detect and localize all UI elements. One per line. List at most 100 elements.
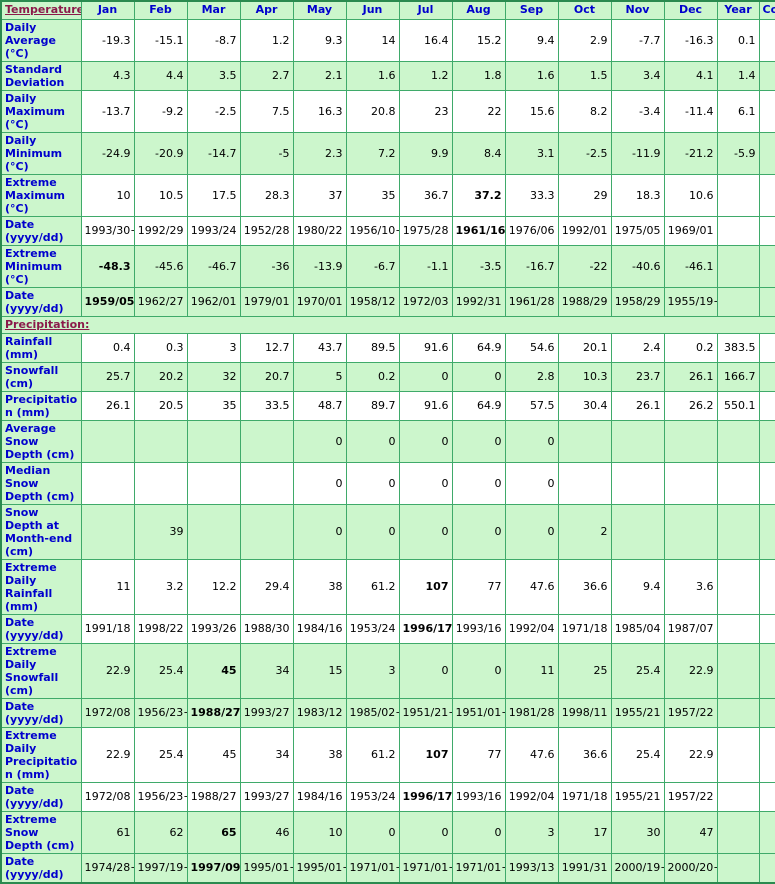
cell-daily-maximum-c-dec: -11.4	[663, 89, 718, 133]
cell-date-yyyy-dd-apr: 1995/01+	[239, 852, 294, 883]
cell-daily-maximum-c-mar: -2.5	[186, 89, 241, 133]
cell-snowfall-cm-apr: 20.7	[239, 361, 294, 392]
cell-date-yyyy-dd-jan: 1972/08	[80, 781, 135, 812]
cell-daily-maximum-c-may: 16.3	[292, 89, 347, 133]
cell-average-snow-depth-cm-mar	[186, 419, 241, 463]
section-header-temperature: Temperature:	[0, 0, 82, 20]
cell-daily-average-c-year: 0.1	[716, 18, 760, 62]
cell-date-yyyy-dd-jul: 1971/01+	[398, 852, 453, 883]
cell-median-snow-depth-cm-mar	[186, 461, 241, 505]
cell-date-yyyy-dd-jul: 1975/28	[398, 215, 453, 246]
cell-date-yyyy-dd-jan: 1974/28+	[80, 852, 135, 883]
table-row: Date (yyyy/dd) 1993/30+ 1992/29 1993/24 1952…	[0, 215, 775, 246]
cell-date-yyyy-dd-apr: 1993/27	[239, 781, 294, 812]
cell-snow-depth-at-month-end-cm-mar	[186, 503, 241, 560]
cell-extreme-snow-depth-cm-jul: 0	[398, 810, 453, 854]
cell-date-yyyy-dd-may: 1984/16	[292, 781, 347, 812]
cell-date-yyyy-dd-feb: 1956/23+	[133, 781, 188, 812]
cell-daily-maximum-c-jul: 23	[398, 89, 453, 133]
cell-standard-deviation-code: A	[758, 60, 775, 91]
row-label-rainfall-mm: Rainfall (mm)	[0, 332, 82, 363]
cell-date-yyyy-dd-mar: 1993/24	[186, 215, 241, 246]
cell-precipitation-mm-mar: 35	[186, 390, 241, 421]
cell-extreme-maximum-c-jun: 35	[345, 173, 400, 217]
cell-extreme-daily-snowfall-cm-feb: 25.4	[133, 642, 188, 699]
cell-average-snow-depth-cm-may: 0	[292, 419, 347, 463]
cell-date-yyyy-dd-jul: 1972/03	[398, 286, 453, 317]
cell-snow-depth-at-month-end-cm-may: 0	[292, 503, 347, 560]
cell-extreme-daily-precipitation-mm-jul: 107	[398, 726, 453, 783]
cell-median-snow-depth-cm-year	[716, 461, 760, 505]
section-row-precipitation: Precipitation:	[0, 315, 775, 334]
cell-median-snow-depth-cm-apr	[239, 461, 294, 505]
cell-extreme-snow-depth-cm-may: 10	[292, 810, 347, 854]
cell-rainfall-mm-sep: 54.6	[504, 332, 559, 363]
cell-extreme-daily-snowfall-cm-jul: 0	[398, 642, 453, 699]
table-row: Average Snow Depth (cm)00000D	[0, 419, 775, 463]
cell-snowfall-cm-jul: 0	[398, 361, 453, 392]
cell-snowfall-cm-may: 5	[292, 361, 347, 392]
table-row: Date (yyyy/dd) 1972/08 1956/23+ 1988/27 1993…	[0, 781, 775, 812]
cell-daily-minimum-c-code: A	[758, 131, 775, 175]
column-header-code: Code	[758, 0, 775, 20]
cell-extreme-minimum-c-jun: -6.7	[345, 244, 400, 288]
cell-daily-minimum-c-dec: -21.2	[663, 131, 718, 175]
cell-precipitation-mm-jul: 91.6	[398, 390, 453, 421]
cell-date-yyyy-dd-nov: 1958/29	[610, 286, 665, 317]
cell-daily-average-c-sep: 9.4	[504, 18, 559, 62]
cell-extreme-snow-depth-cm-oct: 17	[557, 810, 612, 854]
cell-date-yyyy-dd-mar: 1962/01	[186, 286, 241, 317]
cell-daily-average-c-feb: -15.1	[133, 18, 188, 62]
cell-median-snow-depth-cm-sep: 0	[504, 461, 559, 505]
cell-rainfall-mm-year: 383.5	[716, 332, 760, 363]
cell-extreme-minimum-c-year	[716, 244, 760, 288]
cell-extreme-snow-depth-cm-apr: 46	[239, 810, 294, 854]
cell-daily-minimum-c-year: -5.9	[716, 131, 760, 175]
cell-date-yyyy-dd-year	[716, 781, 760, 812]
cell-date-yyyy-dd-nov: 2000/19+	[610, 852, 665, 883]
cell-date-yyyy-dd-code	[758, 697, 775, 728]
column-header-jun: Jun	[345, 0, 400, 20]
table-row: Standard Deviation 4.3 4.4 3.5 2.7 2.1 1.6 1.2 1…	[0, 60, 775, 91]
cell-standard-deviation-year: 1.4	[716, 60, 760, 91]
cell-extreme-daily-rainfall-mm-feb: 3.2	[133, 558, 188, 615]
cell-snow-depth-at-month-end-cm-apr	[239, 503, 294, 560]
cell-precipitation-mm-may: 48.7	[292, 390, 347, 421]
cell-snowfall-cm-feb: 20.2	[133, 361, 188, 392]
row-label-snow-depth-at-month-end-cm: Snow Depth at Month-end (cm)	[0, 503, 82, 560]
cell-daily-average-c-oct: 2.9	[557, 18, 612, 62]
row-label-date-yyyy-dd: Date (yyyy/dd)	[0, 613, 82, 644]
column-header-feb: Feb	[133, 0, 188, 20]
cell-rainfall-mm-mar: 3	[186, 332, 241, 363]
cell-extreme-minimum-c-dec: -46.1	[663, 244, 718, 288]
cell-extreme-maximum-c-sep: 33.3	[504, 173, 559, 217]
cell-date-yyyy-dd-dec: 1969/01	[663, 215, 718, 246]
cell-extreme-snow-depth-cm-aug: 0	[451, 810, 506, 854]
cell-snowfall-cm-jun: 0.2	[345, 361, 400, 392]
cell-extreme-snow-depth-cm-jun: 0	[345, 810, 400, 854]
table-row: Median Snow Depth (cm)00000D	[0, 461, 775, 505]
cell-extreme-daily-rainfall-mm-oct: 36.6	[557, 558, 612, 615]
cell-date-yyyy-dd-code	[758, 852, 775, 883]
cell-rainfall-mm-jun: 89.5	[345, 332, 400, 363]
cell-extreme-daily-precipitation-mm-nov: 25.4	[610, 726, 665, 783]
cell-standard-deviation-aug: 1.8	[451, 60, 506, 91]
cell-date-yyyy-dd-aug: 1993/16	[451, 613, 506, 644]
cell-precipitation-mm-feb: 20.5	[133, 390, 188, 421]
cell-date-yyyy-dd-code	[758, 286, 775, 317]
cell-extreme-daily-precipitation-mm-mar: 45	[186, 726, 241, 783]
cell-extreme-daily-snowfall-cm-may: 15	[292, 642, 347, 699]
table-row: Date (yyyy/dd) 1959/05 1962/27 1962/01 1979/…	[0, 286, 775, 317]
cell-date-yyyy-dd-oct: 1971/18	[557, 613, 612, 644]
cell-snow-depth-at-month-end-cm-year	[716, 503, 760, 560]
cell-daily-minimum-c-may: 2.3	[292, 131, 347, 175]
table-row: Extreme Snow Depth (cm) 61 62 65 46 10 0 0 0 3 17 3…	[0, 810, 775, 854]
cell-daily-average-c-jun: 14	[345, 18, 400, 62]
cell-daily-maximum-c-sep: 15.6	[504, 89, 559, 133]
cell-extreme-daily-precipitation-mm-year	[716, 726, 760, 783]
row-label-daily-maximum-c: Daily Maximum (°C)	[0, 89, 82, 133]
cell-snowfall-cm-oct: 10.3	[557, 361, 612, 392]
cell-date-yyyy-dd-feb: 1998/22	[133, 613, 188, 644]
table-row: Date (yyyy/dd) 1991/18 1998/22 1993/26 1988/…	[0, 613, 775, 644]
cell-rainfall-mm-dec: 0.2	[663, 332, 718, 363]
